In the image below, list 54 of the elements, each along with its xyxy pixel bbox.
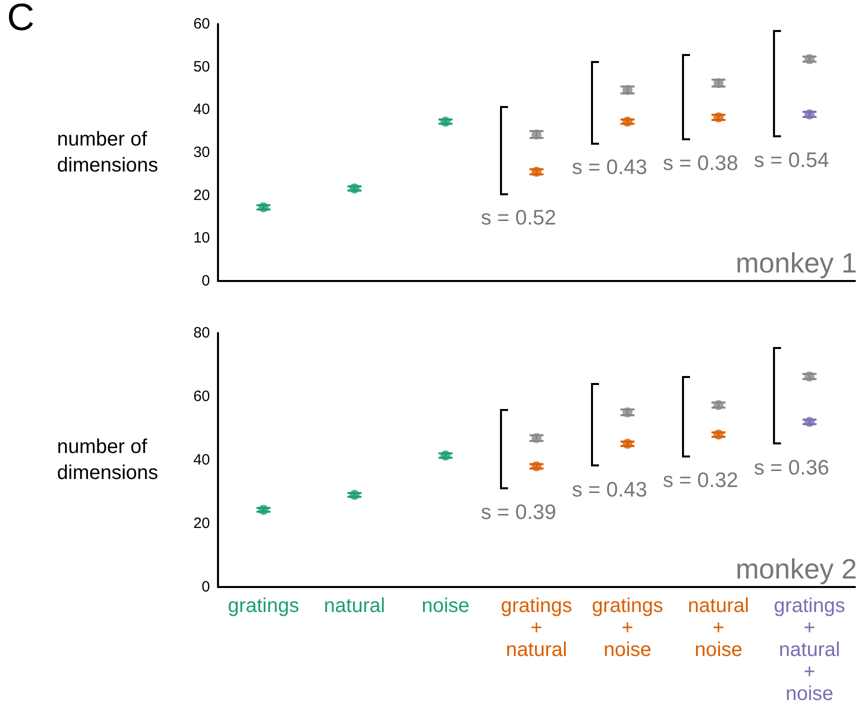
- y-tick-label: 20: [193, 515, 210, 532]
- point: [622, 438, 632, 449]
- y-axis-title: number of dimensions: [57, 128, 158, 176]
- annotation: monkey 1: [736, 248, 858, 278]
- point: [714, 430, 724, 440]
- point: [804, 109, 814, 120]
- y-tick-label: 80: [193, 324, 210, 342]
- x-tick-label: gratings + natural + noise: [774, 595, 846, 705]
- x-tick-label: gratings: [228, 595, 300, 617]
- annotation: s = 0.43: [572, 156, 648, 180]
- point: [714, 400, 724, 410]
- y-tick-label: 20: [193, 186, 210, 204]
- x-tick-label: natural: [324, 595, 386, 617]
- y-tick-label: 60: [193, 388, 210, 405]
- point: [532, 166, 542, 177]
- y-tick-label: 0: [202, 578, 210, 596]
- chart-title: C: [7, 0, 34, 39]
- annotation: s = 0.36: [754, 456, 830, 480]
- point: [622, 407, 632, 418]
- point: [350, 183, 360, 194]
- x-tick-label: natural + noise: [688, 595, 750, 661]
- x-tick-label: gratings + natural: [500, 595, 572, 661]
- y-tick-label: 30: [193, 144, 210, 161]
- point: [350, 490, 360, 500]
- annotation: s = 0.32: [662, 469, 738, 492]
- y-tick-label: 40: [193, 101, 210, 118]
- point: [804, 54, 814, 64]
- annotation: monkey 2: [736, 554, 858, 584]
- x-tick-label: gratings + noise: [592, 595, 664, 661]
- annotation: s = 0.43: [572, 478, 648, 502]
- annotation: s = 0.52: [480, 206, 556, 230]
- point: [440, 450, 450, 461]
- y-tick-label: 0: [202, 272, 210, 290]
- point: [622, 84, 632, 95]
- annotation: s = 0.38: [662, 152, 738, 175]
- point: [714, 78, 724, 88]
- y-tick-label: 10: [193, 230, 210, 247]
- point: [804, 372, 814, 382]
- annotation: s = 0.39: [480, 500, 556, 524]
- x-tick-label: noise: [422, 595, 470, 617]
- point: [532, 433, 542, 444]
- point: [532, 461, 542, 472]
- point: [532, 130, 542, 140]
- y-tick-label: 60: [193, 16, 210, 32]
- y-axis-title: number of dimensions: [57, 436, 158, 484]
- point: [622, 116, 632, 127]
- annotation: s = 0.54: [754, 148, 830, 172]
- point: [714, 112, 724, 122]
- y-tick-label: 50: [193, 58, 210, 76]
- point: [440, 116, 450, 127]
- point: [258, 504, 268, 515]
- point: [804, 416, 814, 427]
- y-tick-label: 40: [193, 452, 210, 468]
- point: [258, 202, 268, 212]
